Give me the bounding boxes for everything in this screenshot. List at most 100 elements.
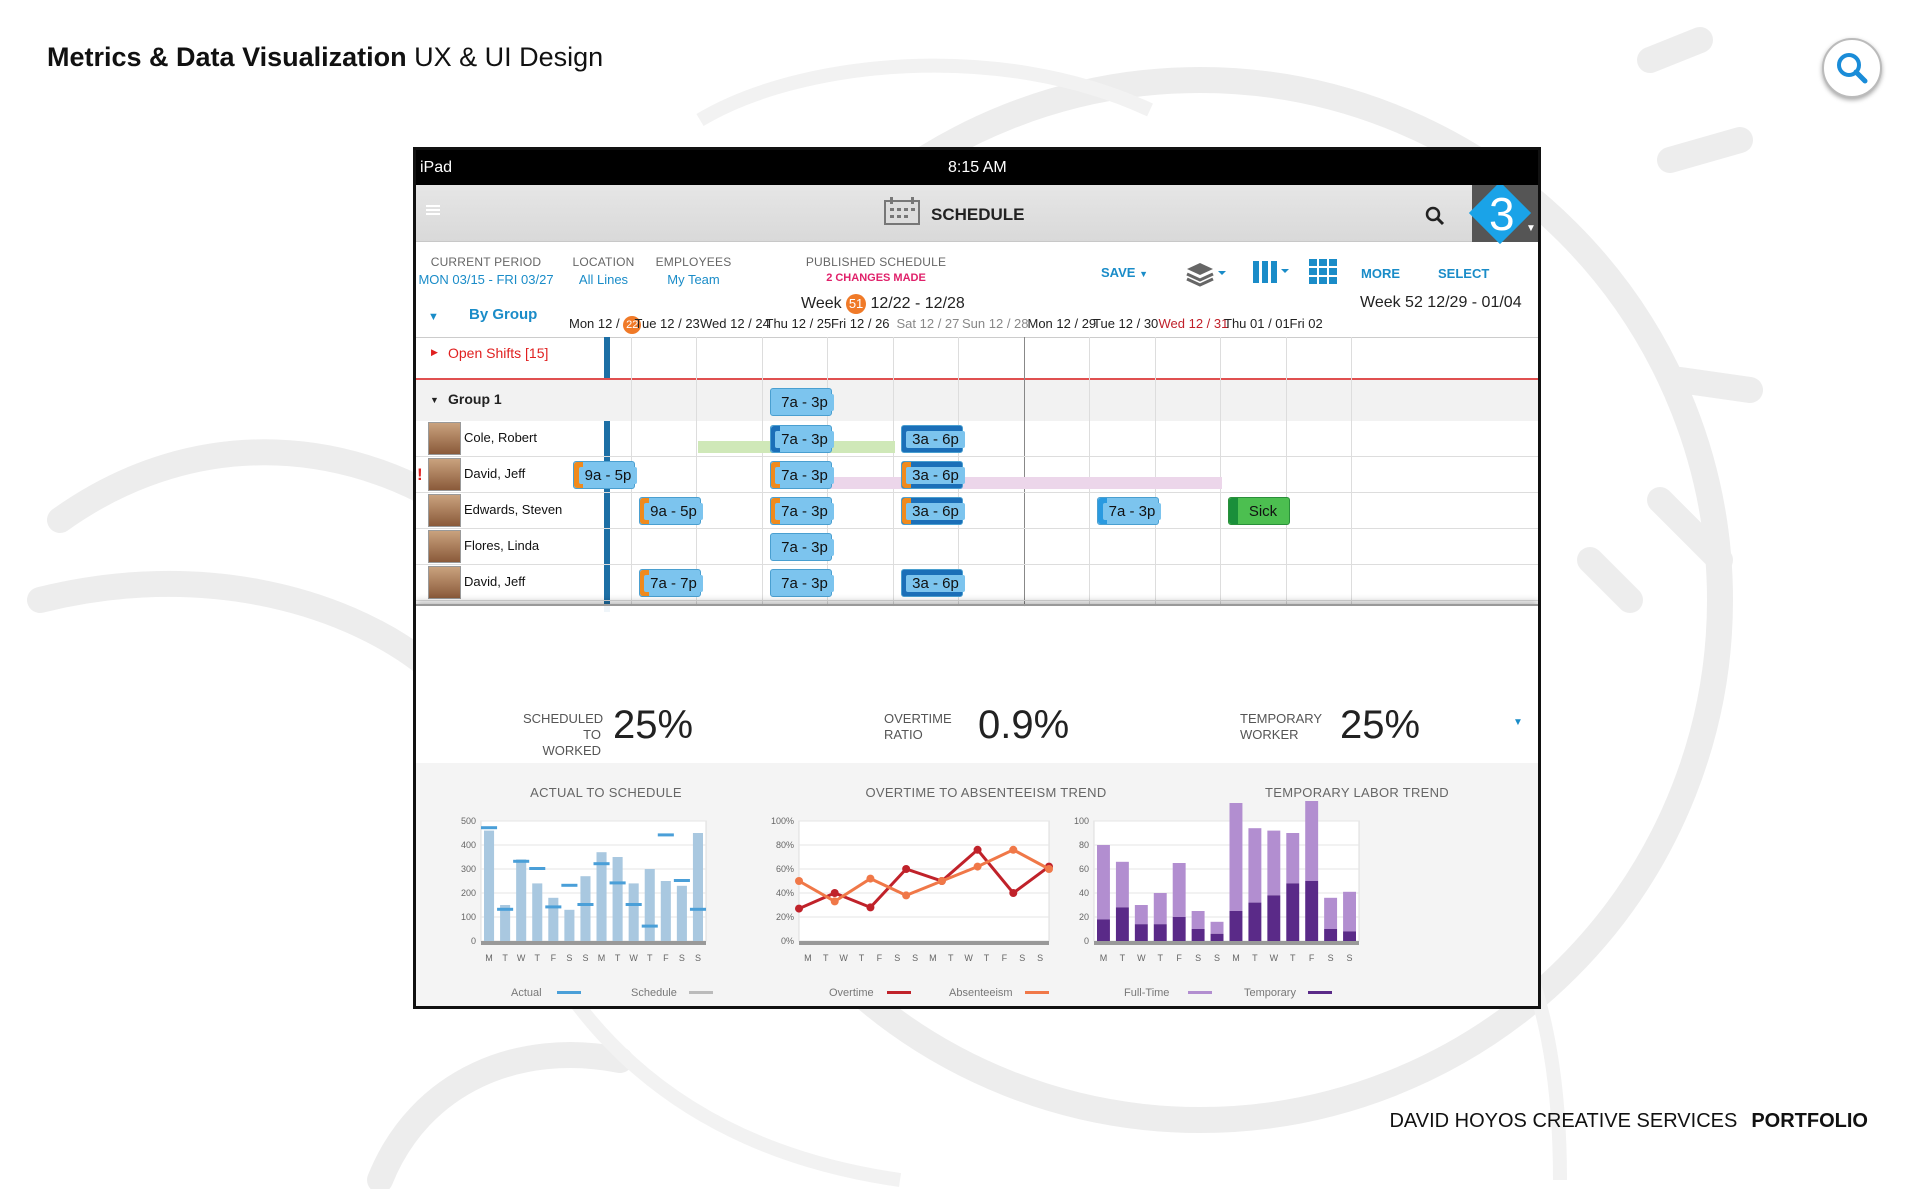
x-tick-label: F (1309, 953, 1315, 963)
employee-row[interactable]: David, Jeff! (416, 457, 604, 493)
day-header[interactable]: Tue 12 / 30 (1093, 316, 1159, 331)
chart-title-overtime: OVERTIME TO ABSENTEEISM TREND (865, 785, 1107, 800)
chevron-down-icon[interactable]: ▼ (428, 311, 439, 323)
kpi-temporary-label: TEMPORARY WORKER (1240, 711, 1323, 742)
data-point (1009, 889, 1018, 897)
sick-shift-block[interactable]: Sick (1228, 497, 1290, 525)
avatar (428, 530, 461, 563)
shift-block[interactable]: 7a - 3p (1097, 497, 1162, 525)
shift-block[interactable]: 7a - 3p (769, 425, 834, 453)
avatar (428, 422, 461, 455)
shift-block[interactable]: 7a - 3p (769, 497, 834, 525)
legend-label: Schedule (631, 987, 677, 999)
y-tick-label: 0 (1084, 936, 1089, 946)
day-header[interactable]: Thu 12 / 25 (765, 316, 832, 331)
day-header[interactable]: Fri 12 / 26 (831, 316, 890, 331)
bar-segment (1153, 893, 1167, 925)
layers-icon[interactable] (1186, 259, 1228, 289)
x-tick-label: F (877, 953, 883, 963)
x-tick-label: M (1100, 953, 1108, 963)
shift-block[interactable]: 7a - 7p (638, 569, 703, 597)
portfolio-search-button[interactable] (1822, 38, 1882, 98)
bar-segment (1229, 803, 1243, 911)
grid-view-icon[interactable] (1309, 259, 1337, 285)
employee-row[interactable]: Cole, Robert (416, 421, 604, 457)
shift-block[interactable]: 7a - 3p (769, 388, 834, 416)
portfolio-link[interactable]: PORTFOLIO (1751, 1110, 1868, 1132)
page-title: Metrics & Data Visualization UX & UI Des… (47, 42, 604, 72)
shift-block[interactable]: 3a - 6p (900, 569, 965, 597)
shift-block[interactable]: 3a - 6p (900, 461, 965, 489)
x-tick-label: F (663, 953, 669, 963)
employee-row[interactable]: David, Jeff (416, 565, 604, 601)
kpi-scheduled-value: 25% (613, 703, 694, 747)
shift-block[interactable]: 7a - 3p (769, 569, 834, 597)
employee-row[interactable]: Flores, Linda (416, 529, 604, 565)
target-marker (593, 862, 610, 866)
y-tick-label: 200 (461, 888, 476, 898)
bar-segment (1210, 933, 1224, 941)
day-header[interactable]: Sun 12 / 28 (962, 316, 1029, 331)
plot-area (1093, 820, 1360, 942)
chevron-down-icon[interactable]: ▼ (1513, 717, 1523, 728)
day-header[interactable]: Sat 12 / 27 (896, 316, 960, 331)
day-header[interactable]: Wed 12 / 31 (1158, 316, 1229, 331)
location-value[interactable]: All Lines (578, 272, 629, 287)
kpi-overtime-label: OVERTIME RATIO (884, 711, 952, 742)
bar-segment (1267, 830, 1281, 896)
day-header[interactable]: Tue 12 / 23 (634, 316, 700, 331)
bar-segment (1248, 828, 1262, 903)
calendar-icon (884, 197, 920, 225)
target-marker (513, 859, 530, 863)
shift-block[interactable]: 9a - 5p (638, 497, 703, 525)
clock: 8:15 AM (948, 159, 1007, 176)
shift-block[interactable]: 3a - 6p (900, 497, 965, 525)
columns-icon[interactable] (1252, 259, 1292, 287)
more-button[interactable]: MORE (1361, 266, 1400, 281)
shift-block[interactable]: 9a - 5p (573, 461, 638, 489)
day-header[interactable]: Mon 12 / 22 (569, 316, 642, 334)
employees-value[interactable]: My Team (667, 272, 720, 287)
target-marker (497, 907, 514, 911)
shift-block[interactable]: 7a - 3p (769, 461, 834, 489)
chevron-down-icon[interactable]: ▼ (430, 395, 439, 405)
bar-segment (1267, 895, 1281, 941)
bar-segment (1305, 881, 1319, 941)
x-tick-label: T (615, 953, 621, 963)
bar-segment (1115, 861, 1129, 908)
shift-block[interactable]: 7a - 3p (769, 533, 834, 561)
day-header[interactable]: Thu 01 / 01 (1224, 316, 1290, 331)
data-point (830, 889, 839, 897)
group-by-selector[interactable]: By Group (469, 306, 538, 323)
menu-icon[interactable] (426, 203, 440, 217)
shift-block[interactable]: 3a - 6p (900, 425, 965, 453)
x-tick-label: W (839, 953, 848, 963)
location-label: LOCATION (572, 255, 635, 269)
y-tick-label: 40 (1079, 888, 1089, 898)
x-tick-label: S (679, 953, 685, 963)
kpi-temporary-value: 25% (1340, 703, 1421, 747)
day-header[interactable]: Wed 12 / 24 (700, 316, 770, 331)
data-point (973, 862, 982, 871)
bar-segment (1134, 924, 1148, 941)
bar-segment (1248, 902, 1262, 941)
bar (548, 897, 559, 941)
availability-highlight (829, 477, 1222, 489)
current-period-value[interactable]: MON 03/15 - FRI 03/27 (418, 272, 554, 287)
save-button[interactable]: SAVE ▼ (1101, 265, 1148, 280)
select-button[interactable]: SELECT (1438, 266, 1490, 281)
search-icon[interactable] (1424, 205, 1446, 227)
day-header[interactable]: Fri 02 (1289, 316, 1323, 331)
x-tick-label: F (1002, 953, 1008, 963)
target-marker (545, 905, 562, 909)
brand-badge[interactable]: 3 ▼ (1468, 185, 1538, 245)
plot-area (480, 820, 707, 942)
bar (644, 869, 655, 941)
x-tick-label: W (964, 953, 973, 963)
day-header[interactable]: Mon 12 / 29 (1027, 316, 1097, 331)
device-label: iPad (420, 159, 453, 176)
employee-row[interactable]: Edwards, Steven (416, 493, 604, 529)
bar (580, 876, 591, 941)
bar-segment (1172, 863, 1186, 917)
open-shifts-row[interactable]: Open Shifts [15] (448, 345, 549, 361)
